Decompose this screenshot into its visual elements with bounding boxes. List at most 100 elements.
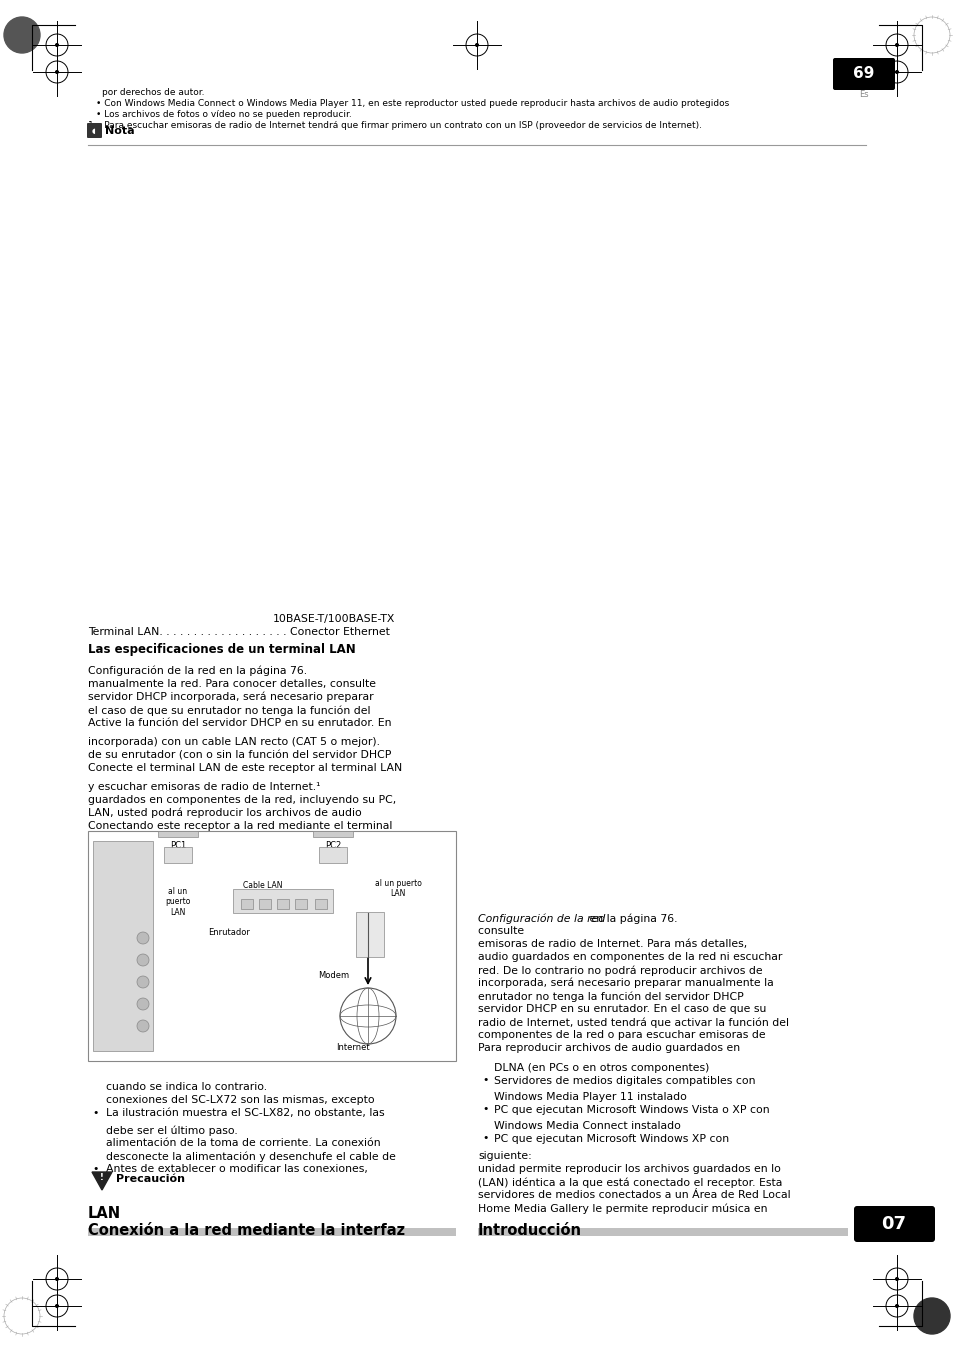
Text: al un
puerto
LAN: al un puerto LAN [165,888,191,917]
FancyBboxPatch shape [832,58,894,91]
Circle shape [137,998,149,1011]
Text: guardados en componentes de la red, incluyendo su PC,: guardados en componentes de la red, incl… [88,794,395,805]
Text: • Los archivos de fotos o vídeo no se pueden reproducir.: • Los archivos de fotos o vídeo no se pu… [96,109,352,119]
Circle shape [55,1305,58,1308]
Text: servidor DHCP en su enrutador. En el caso de que su: servidor DHCP en su enrutador. En el cas… [477,1004,765,1015]
Text: 10BASE-T/100BASE-TX: 10BASE-T/100BASE-TX [273,613,395,624]
Text: Nota: Nota [105,126,134,136]
FancyBboxPatch shape [477,1228,847,1236]
Text: LAN: LAN [236,907,248,912]
FancyBboxPatch shape [355,912,384,957]
Text: WAN: WAN [314,907,328,912]
Text: Configuración de la red en la página 76.: Configuración de la red en la página 76. [88,666,307,677]
Circle shape [895,43,898,46]
Text: Modem: Modem [317,971,349,979]
Circle shape [55,1278,58,1281]
Text: emisoras de radio de Internet. Para más detalles,: emisoras de radio de Internet. Para más … [477,939,746,948]
Text: en la página 76.: en la página 76. [585,913,677,924]
Text: PC2: PC2 [325,842,341,850]
FancyBboxPatch shape [233,889,333,913]
Text: el caso de que su enrutador no tenga la función del: el caso de que su enrutador no tenga la … [88,705,370,716]
Text: 07: 07 [881,1215,905,1233]
Text: al un puerto
LAN: al un puerto LAN [375,880,421,898]
Text: (LAN) idéntica a la que está conectado el receptor. Esta: (LAN) idéntica a la que está conectado e… [477,1177,781,1188]
Circle shape [137,1020,149,1032]
Text: red. De lo contrario no podrá reproducir archivos de: red. De lo contrario no podrá reproducir… [477,965,761,975]
Text: unidad permite reproducir los archivos guardados en lo: unidad permite reproducir los archivos g… [477,1165,781,1174]
FancyBboxPatch shape [294,898,307,909]
Text: Conecte el terminal LAN de este receptor al terminal LAN: Conecte el terminal LAN de este receptor… [88,763,402,773]
Circle shape [913,1298,949,1333]
Text: Para reproducir archivos de audio guardados en: Para reproducir archivos de audio guarda… [477,1043,740,1052]
Text: PC que ejecutan Microsoft Windows XP con: PC que ejecutan Microsoft Windows XP con [494,1133,728,1144]
FancyBboxPatch shape [313,831,353,838]
Text: Conectando este receptor a la red mediante el terminal: Conectando este receptor a la red median… [88,821,392,831]
Text: enrutador no tenga la función del servidor DHCP: enrutador no tenga la función del servid… [477,992,743,1001]
Text: y escuchar emisoras de radio de Internet.¹: y escuchar emisoras de radio de Internet… [88,782,320,792]
Circle shape [4,18,40,53]
Circle shape [895,1278,898,1281]
Text: Antes de extablecer o modificar las conexiones,: Antes de extablecer o modificar las cone… [106,1165,368,1174]
Text: siguiente:: siguiente: [477,1151,531,1161]
Text: Conexión a la red mediante la interfaz: Conexión a la red mediante la interfaz [88,1223,405,1238]
Text: LAN, usted podrá reproducir los archivos de audio: LAN, usted podrá reproducir los archivos… [88,808,361,819]
Text: Las especificaciones de un terminal LAN: Las especificaciones de un terminal LAN [88,643,355,657]
Text: manualmente la red. Para conocer detalles, consulte: manualmente la red. Para conocer detalle… [88,680,375,689]
Text: desconecte la alimentación y desenchufe el cable de: desconecte la alimentación y desenchufe … [106,1151,395,1162]
Text: Internet: Internet [335,1043,369,1052]
Text: debe ser el último paso.: debe ser el último paso. [106,1125,237,1135]
Text: Es: Es [859,91,868,99]
Text: radio de Internet, usted tendrá que activar la función del: radio de Internet, usted tendrá que acti… [477,1017,788,1028]
Text: DLNA (en PCs o en otros componentes): DLNA (en PCs o en otros componentes) [494,1063,709,1073]
Text: Enrutador: Enrutador [208,928,250,938]
Text: !: ! [100,1174,104,1182]
Text: servidores de medios conectados a un Área de Red Local: servidores de medios conectados a un Áre… [477,1190,790,1200]
Text: •: • [91,1108,98,1119]
Text: incorporada) con un cable LAN recto (CAT 5 o mejor).: incorporada) con un cable LAN recto (CAT… [88,738,379,747]
Circle shape [476,43,477,46]
Text: servidor DHCP incorporada, será necesario preparar: servidor DHCP incorporada, será necesari… [88,692,374,703]
Text: consulte: consulte [477,925,527,936]
Circle shape [137,975,149,988]
Text: PC que ejecutan Microsoft Windows Vista o XP con: PC que ejecutan Microsoft Windows Vista … [494,1105,769,1115]
FancyBboxPatch shape [88,1228,456,1236]
Text: cuando se indica lo contrario.: cuando se indica lo contrario. [106,1082,267,1092]
Text: •: • [481,1104,488,1115]
Text: Home Media Gallery le permite reproducir música en: Home Media Gallery le permite reproducir… [477,1202,767,1213]
Polygon shape [91,1173,112,1190]
Text: por derechos de autor.: por derechos de autor. [102,88,204,97]
FancyBboxPatch shape [314,898,327,909]
Text: alimentación de la toma de corriente. La conexión: alimentación de la toma de corriente. La… [106,1138,380,1148]
Text: •: • [481,1133,488,1143]
Text: • Con Windows Media Connect o Windows Media Player 11, en este reproductor usted: • Con Windows Media Connect o Windows Me… [96,99,728,108]
FancyBboxPatch shape [276,898,289,909]
FancyBboxPatch shape [258,898,271,909]
FancyBboxPatch shape [318,847,347,863]
Text: Precaución: Precaución [116,1174,185,1183]
Text: •: • [481,1075,488,1085]
Text: 1: 1 [88,122,93,130]
Text: Servidores de medios digitales compatibles con: Servidores de medios digitales compatibl… [494,1075,755,1086]
Text: Introducción: Introducción [477,1223,581,1238]
FancyBboxPatch shape [241,898,253,909]
Text: • Para escuchar emisoras de radio de Internet tendrá que firmar primero un contr: • Para escuchar emisoras de radio de Int… [96,122,701,130]
FancyBboxPatch shape [158,831,198,838]
Text: incorporada, será necesario preparar manualmente la: incorporada, será necesario preparar man… [477,978,773,989]
Circle shape [895,1305,898,1308]
Circle shape [137,954,149,966]
Text: Cable LAN
(vendido por
separado): Cable LAN (vendido por separado) [238,881,287,911]
FancyBboxPatch shape [164,847,192,863]
Text: LAN: LAN [88,1206,121,1221]
Text: Configuración de la red: Configuración de la red [477,913,604,924]
Circle shape [137,932,149,944]
Text: audio guardados en componentes de la red ni escuchar: audio guardados en componentes de la red… [477,952,781,962]
Circle shape [895,70,898,73]
Text: Terminal LAN. . . . . . . . . . . . . . . . . . . Conector Ethernet: Terminal LAN. . . . . . . . . . . . . . … [88,627,390,638]
Text: PC1: PC1 [170,842,186,850]
Text: Windows Media Connect instalado: Windows Media Connect instalado [494,1121,680,1131]
Circle shape [55,70,58,73]
Text: •: • [91,1165,98,1174]
Text: Windows Media Player 11 instalado: Windows Media Player 11 instalado [494,1092,686,1102]
Text: ◖: ◖ [92,128,95,134]
Text: 69: 69 [852,66,874,81]
